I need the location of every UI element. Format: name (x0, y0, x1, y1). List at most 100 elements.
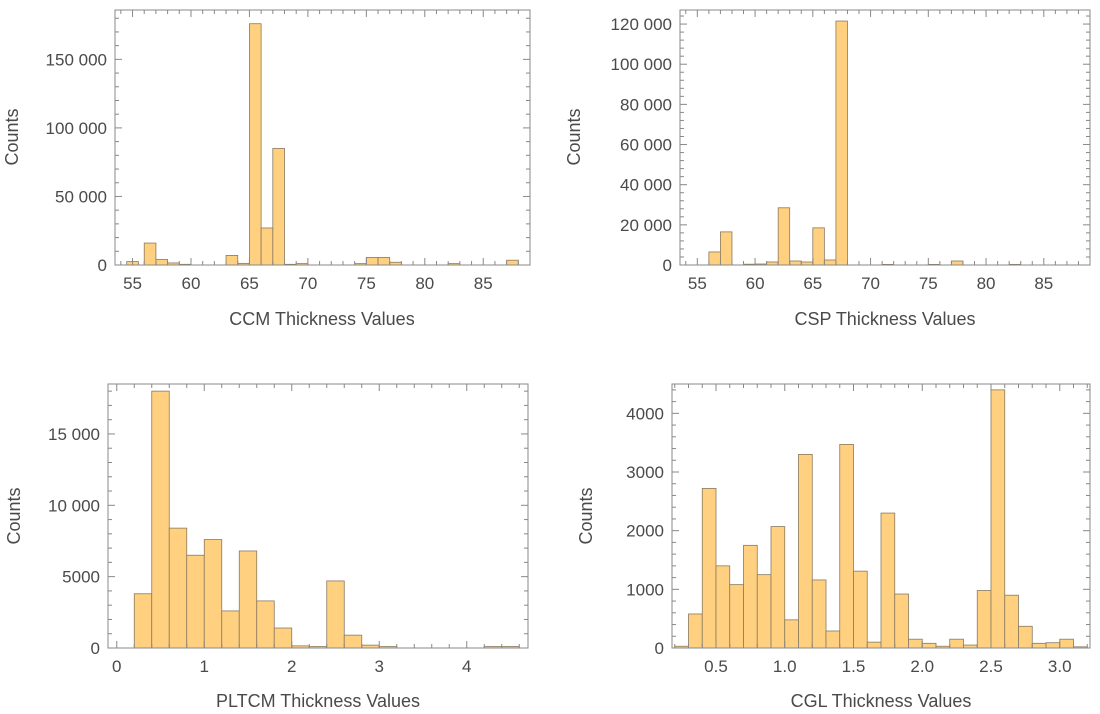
pltcm-x-tick-label: 1 (200, 657, 209, 676)
pltcm-bar (256, 600, 275, 649)
pltcm-bar (186, 554, 205, 649)
csp-y-tick-label: 60 000 (620, 136, 672, 155)
csp-y-tick-label: 20 000 (620, 216, 672, 235)
cgl-y-tick-label: 4000 (626, 404, 664, 423)
ccm-bar (260, 227, 274, 266)
cgl-bar (798, 453, 813, 649)
ccm-x-tick-label: 65 (240, 274, 259, 293)
cgl-y-axis-label: Counts (576, 487, 596, 544)
csp-y-tick-label: 40 000 (620, 176, 672, 195)
csp-x-tick-label: 70 (861, 274, 880, 293)
ccm-y-tick-label: 0 (98, 256, 107, 275)
csp-bar (708, 251, 721, 266)
cgl-bar (1004, 594, 1019, 649)
cgl-y-tick-label: 1000 (626, 580, 664, 599)
pltcm-y-tick-label: 5000 (62, 568, 100, 587)
csp-y-tick-label: 80 000 (620, 95, 672, 114)
ccm-x-tick-label: 75 (357, 274, 376, 293)
pltcm-x-tick-label: 0 (112, 657, 121, 676)
csp-bar (789, 260, 802, 266)
cgl-bar (715, 565, 731, 649)
ccm-bar (377, 257, 391, 266)
pltcm-y-tick-label: 0 (91, 639, 100, 658)
csp-y-tick-label: 120 000 (611, 15, 672, 34)
cgl-bar (688, 613, 703, 649)
cgl-bar (1045, 642, 1061, 649)
cgl-bar (1059, 638, 1074, 649)
pltcm-bar (151, 390, 170, 649)
ccm-plot-frame (114, 9, 531, 266)
ccm-x-axis-label: CCM Thickness Values (229, 309, 414, 329)
cgl-bar (990, 389, 1006, 649)
pltcm-bar (326, 580, 345, 649)
pltcm-plot-frame (107, 383, 529, 649)
csp-x-tick-label: 80 (977, 274, 996, 293)
cgl-bar (743, 544, 758, 649)
ccm-x-tick-label: 70 (298, 274, 317, 293)
csp-histogram-panel: 55 60 65 70 75 80 85 0 20 000 40 000 60 000 80 000 1… (564, 9, 1091, 329)
cgl-y-tick-label: 3000 (626, 463, 664, 482)
pltcm-x-tick-label: 2 (287, 657, 296, 676)
csp-x-axis-label: CSP Thickness Values (794, 309, 975, 329)
pltcm-x-tick-label: 3 (375, 657, 384, 676)
cgl-bar (1031, 642, 1047, 649)
cgl-histogram-panel: 0.5 1.0 1.5 2.0 2.5 3.0 0 1000 2000 3000 4000 CGL T… (576, 383, 1091, 711)
pltcm-bar (203, 539, 223, 649)
csp-bar (835, 20, 848, 266)
ccm-bar (143, 242, 157, 266)
ccm-x-tick-label: 80 (415, 274, 434, 293)
cgl-bar (866, 641, 882, 649)
pltcm-x-axis-label: PLTCM Thickness Values (216, 691, 420, 711)
cgl-bar (770, 526, 786, 649)
cgl-bar (894, 593, 909, 649)
csp-x-tick-label: 85 (1034, 274, 1053, 293)
cgl-bar (976, 590, 992, 649)
pltcm-bar (221, 610, 240, 649)
csp-x-tick-label: 60 (746, 274, 765, 293)
cgl-x-axis-label: CGL Thickness Values (791, 691, 972, 711)
ccm-x-tick-label: 60 (182, 274, 201, 293)
csp-plot-frame (679, 9, 1091, 266)
ccm-y-tick-label: 150 000 (46, 50, 107, 69)
csp-bar (823, 259, 837, 266)
ccm-bar (272, 148, 285, 266)
ccm-y-tick-label: 100 000 (46, 119, 107, 138)
csp-x-tick-label: 65 (803, 274, 822, 293)
csp-x-tick-label: 55 (688, 274, 707, 293)
ccm-y-tick-label: 50 000 (55, 187, 107, 206)
pltcm-bar (133, 593, 153, 649)
ccm-bar (365, 257, 379, 266)
cgl-bar (908, 638, 923, 649)
ccm-bar (155, 259, 169, 266)
cgl-bar (756, 574, 772, 649)
csp-x-tick-label: 75 (919, 274, 938, 293)
csp-y-axis-label: Counts (564, 108, 584, 165)
csp-y-tick-label: 0 (663, 256, 672, 275)
pltcm-y-tick-label: 15 000 (48, 425, 100, 444)
cgl-x-tick-label: 1.5 (842, 657, 866, 676)
cgl-bar (811, 579, 827, 649)
cgl-bar (825, 630, 841, 649)
csp-bar (720, 231, 733, 266)
pltcm-bar (343, 634, 363, 649)
ccm-bar (506, 259, 519, 266)
cgl-x-tick-label: 2.5 (979, 657, 1003, 676)
cgl-y-tick-label: 0 (655, 639, 664, 658)
cgl-bar (1018, 625, 1033, 649)
cgl-bar (839, 444, 854, 649)
cgl-x-tick-label: 3.0 (1048, 657, 1072, 676)
ccm-bar (249, 23, 262, 266)
ccm-histogram-panel: 55 60 65 70 75 80 85 0 50 000 100 000 150 000 CCM T… (2, 9, 531, 329)
cgl-bar (784, 619, 799, 649)
cgl-bar (880, 512, 896, 649)
pltcm-bar (273, 627, 293, 649)
cgl-bar (853, 570, 868, 649)
csp-bar (812, 227, 825, 266)
pltcm-bar (238, 550, 258, 649)
cgl-x-tick-label: 2.0 (910, 657, 934, 676)
pltcm-y-tick-label: 10 000 (48, 496, 100, 515)
cgl-x-tick-label: 1.0 (773, 657, 797, 676)
cgl-bar (701, 488, 717, 649)
csp-bar (777, 207, 791, 266)
